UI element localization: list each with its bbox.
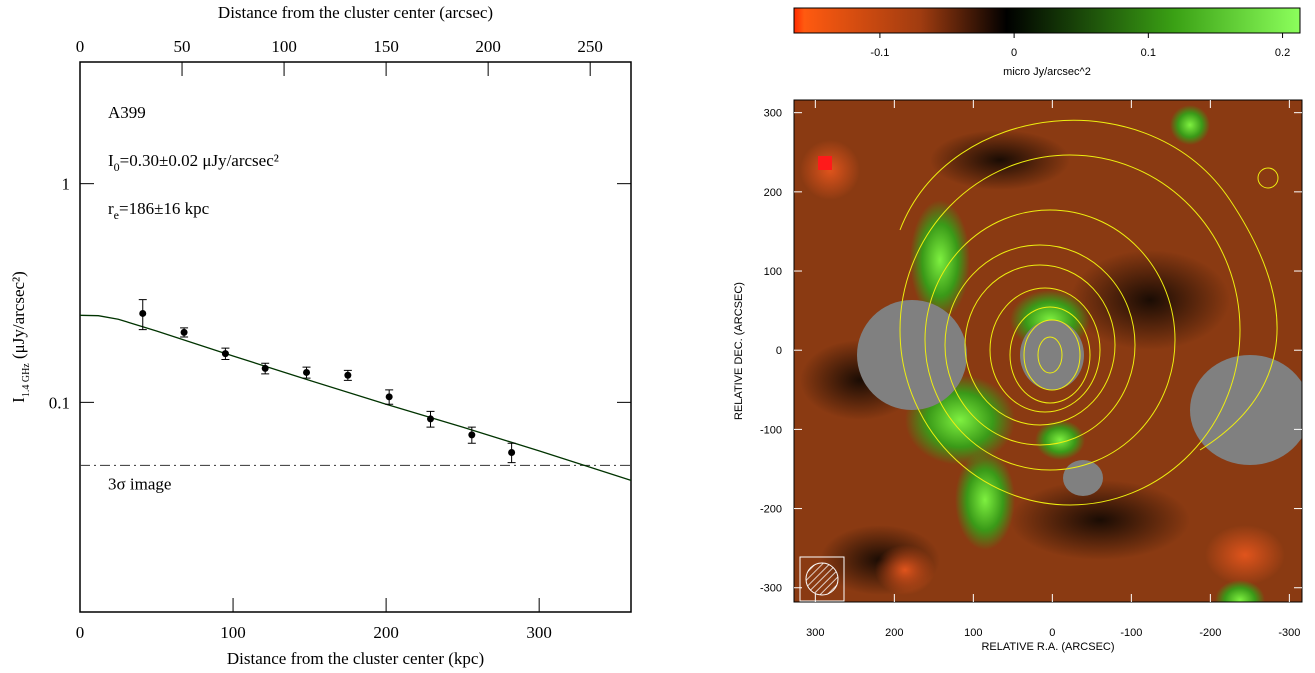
annotation: I0=0.30±0.02 μJy/arcsec²	[108, 151, 279, 174]
x2-axis-label: Distance from the cluster center (arcsec…	[218, 3, 493, 22]
x-tick-label: -300	[1278, 627, 1300, 639]
fit-line	[80, 315, 631, 480]
x2-tick-label: 50	[174, 37, 191, 56]
beam	[806, 563, 838, 595]
x-tick-label: 300	[806, 627, 824, 639]
annotation-part: =186±16 kpc	[119, 199, 210, 218]
plot-frame	[80, 62, 631, 612]
threshold-label: 3σ image	[108, 474, 171, 493]
y-tick-label: 0.1	[49, 393, 70, 412]
data-point	[386, 393, 393, 400]
x-axis-label: RELATIVE R.A. (ARCSEC)	[981, 641, 1114, 653]
x-tick-label: 0	[76, 623, 85, 642]
x-tick-label: 200	[373, 623, 399, 642]
x-axis-label: Distance from the cluster center (kpc)	[227, 649, 484, 668]
x2-tick-label: 200	[475, 37, 501, 56]
y-tick-label: 1	[62, 175, 71, 194]
data-point	[303, 369, 310, 376]
y-axis-label-part: 1.4 GHz	[21, 363, 32, 397]
y-tick-label: 200	[764, 187, 782, 199]
colorbar	[794, 8, 1300, 33]
figure: 0 100 200 300 0 50 100 150 200 250 0.1 1 Distance fr…	[0, 0, 1315, 673]
radio-map	[794, 100, 1310, 620]
y-tick-label: 300	[764, 108, 782, 120]
colorbar-label: micro Jy/arcsec^2	[1003, 66, 1091, 78]
annotation: re=186±16 kpc	[108, 199, 210, 222]
data-point	[222, 350, 229, 357]
colorbar-tick-label: 0.1	[1141, 47, 1156, 59]
colorbar-tick-label: 0.2	[1275, 47, 1290, 59]
data-point	[344, 372, 351, 379]
data-point	[181, 329, 188, 336]
x2-tick-label: 250	[577, 37, 603, 56]
y-tick-label: -100	[760, 424, 782, 436]
annotation-part: =0.30±0.02 μJy/arcsec²	[120, 151, 279, 170]
colorbar-tick-label: 0	[1011, 47, 1017, 59]
map-panel: 300 200 100 0 -100 -200 -300 300 200 100 0 -100 -200…	[733, 8, 1310, 653]
x2-tick-label: 100	[271, 37, 297, 56]
x-tick-label: 0	[1049, 627, 1055, 639]
data-point	[468, 431, 475, 438]
x-tick-label: 100	[964, 627, 982, 639]
x2-tick-label: 0	[76, 37, 85, 56]
y-tick-label: -200	[760, 504, 782, 516]
y-axis-label: RELATIVE DEC. (ARCSEC)	[733, 282, 745, 420]
y-axis-label-part: (μJy/arcsec²)	[9, 271, 28, 363]
x-tick-label: -200	[1199, 627, 1221, 639]
x-tick-label: 200	[885, 627, 903, 639]
data-point	[427, 415, 434, 422]
y-tick-label: 0	[776, 345, 782, 357]
colorbar-tick-label: -0.1	[870, 47, 889, 59]
profile-panel: 0 100 200 300 0 50 100 150 200 250 0.1 1 Distance fr…	[9, 3, 631, 668]
x-tick-label: -100	[1120, 627, 1142, 639]
y-axis-label: I1.4 GHz (μJy/arcsec²)	[9, 271, 32, 403]
data-point	[139, 310, 146, 317]
data-point	[262, 365, 269, 372]
data-point	[508, 449, 515, 456]
x-tick-label: 300	[526, 623, 552, 642]
y-tick-label: 100	[764, 266, 782, 278]
x2-tick-label: 150	[373, 37, 399, 56]
annotation-part: A399	[108, 103, 146, 122]
y-tick-label: -300	[760, 583, 782, 595]
annotation: A399	[108, 103, 146, 122]
x-tick-label: 100	[220, 623, 246, 642]
